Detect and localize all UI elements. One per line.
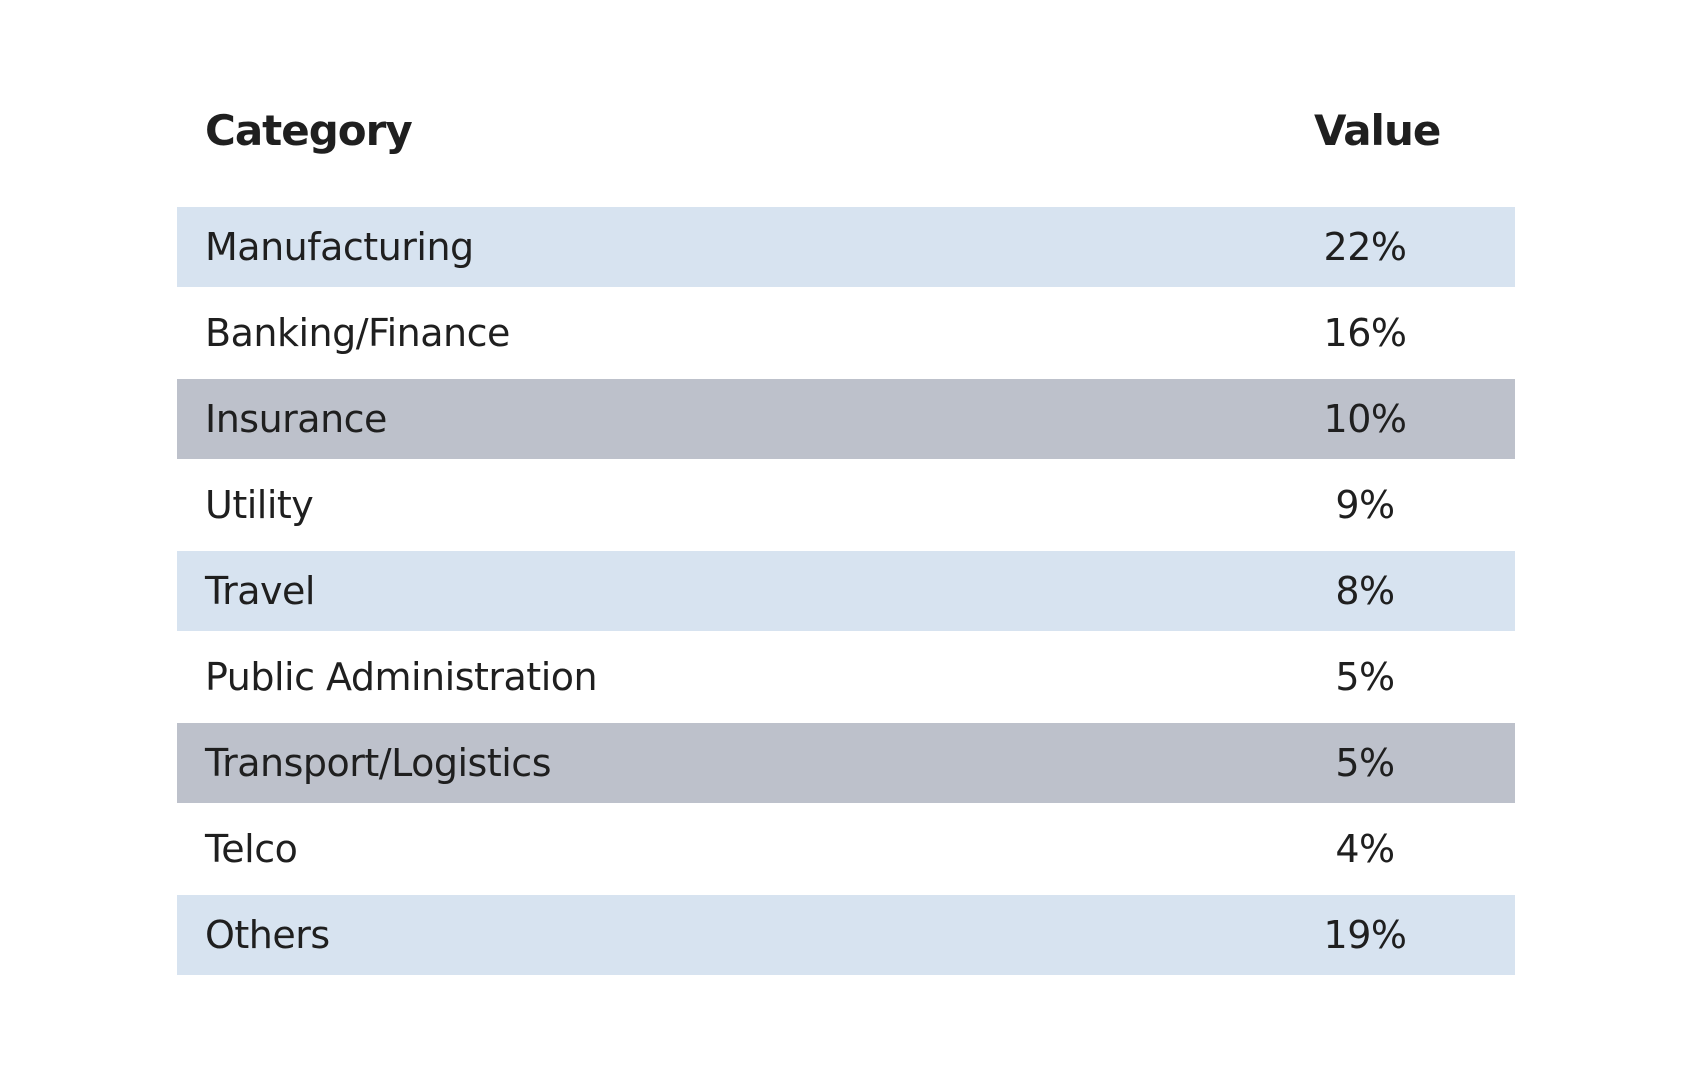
category-cell: Others [205, 913, 330, 957]
value-cell: 22% [1323, 225, 1407, 269]
header-value: Value [1314, 106, 1441, 155]
table-header-row: Category Value [177, 92, 1515, 207]
table-row: Public Administration 5% [177, 637, 1515, 717]
value-cell: 16% [1323, 311, 1407, 355]
table-row: Manufacturing 22% [177, 207, 1515, 287]
value-cell: 9% [1335, 483, 1395, 527]
data-table: Category Value Manufacturing 22% Banking/F… [177, 92, 1515, 981]
table-row: Insurance 10% [177, 379, 1515, 459]
table-body: Manufacturing 22% Banking/Finance 16% Insura… [177, 207, 1515, 975]
table-row: Travel 8% [177, 551, 1515, 631]
table-row: Others 19% [177, 895, 1515, 975]
table-row: Transport/Logistics 5% [177, 723, 1515, 803]
value-cell: 4% [1335, 827, 1395, 871]
category-cell: Manufacturing [205, 225, 474, 269]
value-cell: 19% [1323, 913, 1407, 957]
table-row: Utility 9% [177, 465, 1515, 545]
value-cell: 8% [1335, 569, 1395, 613]
value-cell: 5% [1335, 741, 1395, 785]
category-cell: Banking/Finance [205, 311, 510, 355]
category-cell: Travel [205, 569, 315, 613]
value-cell: 10% [1323, 397, 1407, 441]
category-cell: Telco [205, 827, 298, 871]
category-cell: Insurance [205, 397, 387, 441]
category-cell: Public Administration [205, 655, 598, 699]
table-row: Banking/Finance 16% [177, 293, 1515, 373]
category-cell: Utility [205, 483, 314, 527]
table-row: Telco 4% [177, 809, 1515, 889]
value-cell: 5% [1335, 655, 1395, 699]
header-category: Category [205, 106, 413, 155]
category-cell: Transport/Logistics [205, 741, 552, 785]
